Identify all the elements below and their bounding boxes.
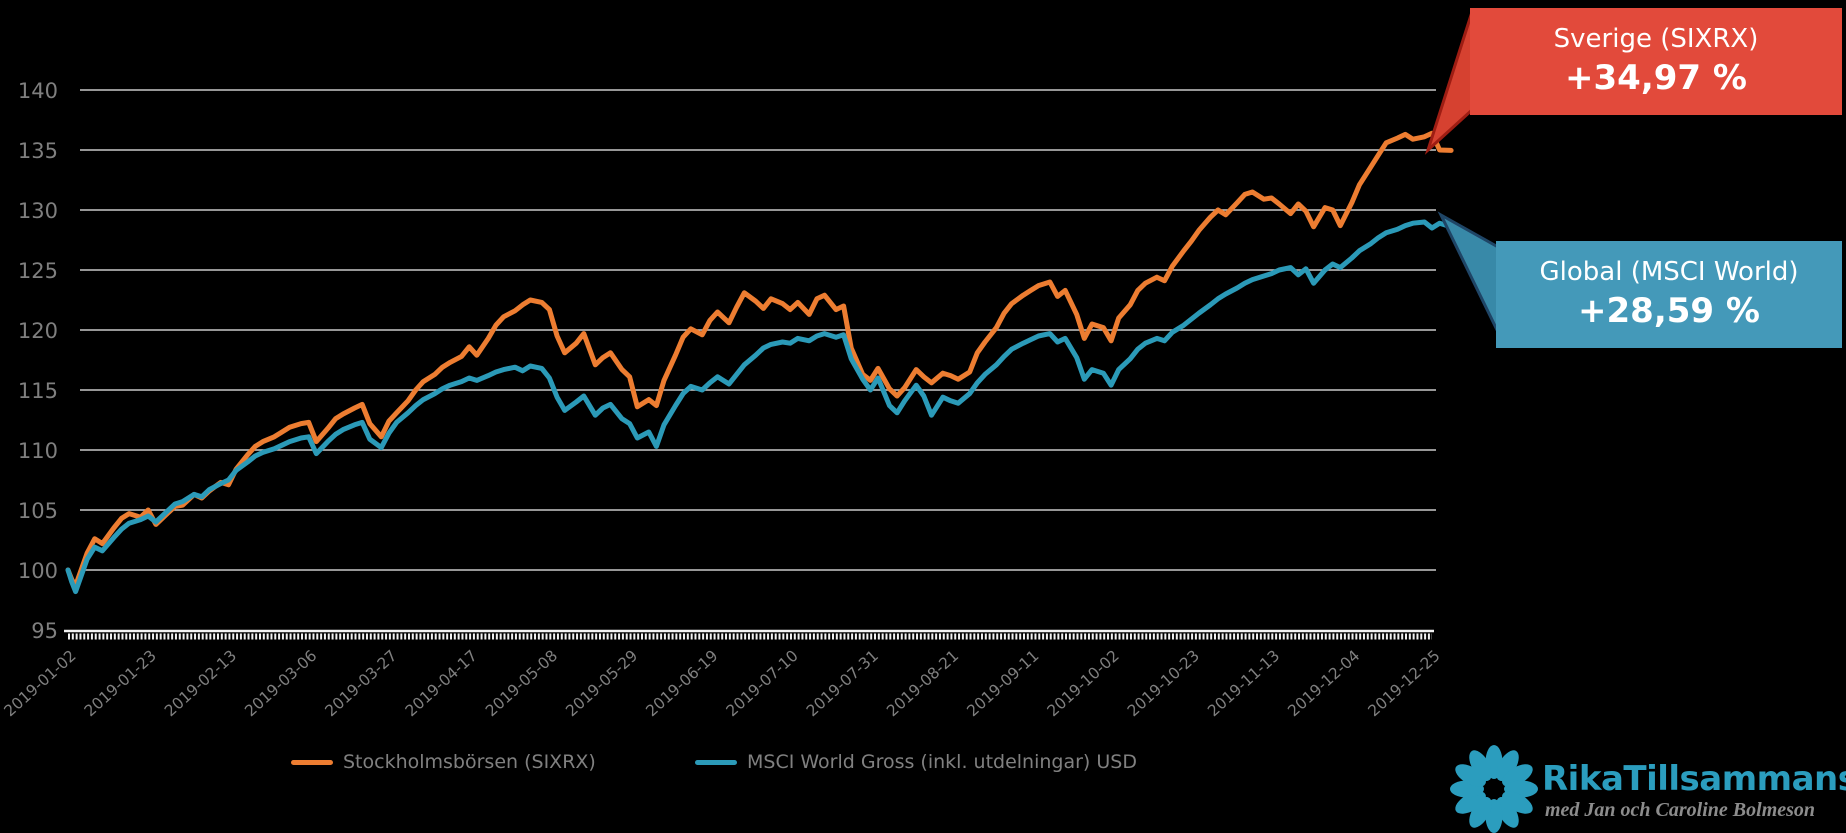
callout-sverige-value: +34,97 %: [1565, 58, 1747, 99]
x-axis-label: 2019-07-10: [723, 647, 802, 721]
x-axis-label: 2019-05-29: [562, 647, 641, 721]
legend-item-sixrx: Stockholmsbörsen (SIXRX): [291, 751, 596, 773]
x-axis: 2019-01-02 2019-01-23 2019-02-13 2019-03-06…: [1, 629, 1444, 721]
flower-petal: [1455, 791, 1486, 814]
x-axis-label: 2019-03-06: [241, 647, 320, 721]
x-axis-label: 2019-03-27: [322, 647, 401, 721]
series-line-sixrx: [65, 130, 1454, 589]
y-axis-label: 125: [18, 259, 58, 283]
series-lines: [65, 130, 1454, 595]
logo-brand-text: RikaTillsammans: [1542, 759, 1846, 799]
x-axis-label: 2019-12-04: [1284, 647, 1363, 721]
y-axis-label: 135: [18, 139, 58, 163]
x-axis-label: 2019-06-19: [643, 647, 722, 721]
y-axis-label: 105: [18, 499, 58, 523]
legend-item-msci: MSCI World Gross (inkl. utdelningar) USD: [695, 751, 1137, 773]
flower-petal: [1455, 764, 1486, 787]
x-axis-label: 2019-07-31: [803, 647, 882, 721]
x-axis-label: 2019-12-25: [1365, 647, 1444, 721]
y-axis-label: 95: [31, 619, 58, 643]
x-axis-label: 2019-05-08: [482, 647, 561, 721]
y-axis-labels: 95 100 105 110 115 120 125 130 135 140: [18, 79, 58, 643]
y-axis-label: 130: [18, 199, 58, 223]
legend-label-msci: MSCI World Gross (inkl. utdelningar) USD: [747, 751, 1137, 773]
x-axis-label: 2019-08-21: [883, 647, 962, 721]
flower-petal: [1496, 750, 1519, 781]
callout-global: Global (MSCI World) +28,59 %: [1496, 241, 1842, 348]
gridlines: [80, 89, 1436, 571]
x-axis-label: 2019-09-11: [964, 647, 1043, 721]
callout-sverige-title: Sverige (SIXRX): [1553, 24, 1759, 55]
x-axis-label: 2019-04-17: [402, 647, 481, 721]
callout-sverige: Sverige (SIXRX) +34,97 %: [1470, 8, 1842, 115]
flower-petal: [1502, 764, 1533, 787]
flower-petal: [1502, 791, 1533, 814]
legend: Stockholmsbörsen (SIXRX) MSCI World Gros…: [0, 751, 1846, 781]
logo-tagline-text: med Jan och Caroline Bolmeson: [1545, 799, 1816, 821]
sixrx-line-swatch: [291, 759, 333, 765]
y-axis-label: 100: [18, 559, 58, 583]
x-axis-label: 2019-01-02: [1, 647, 80, 721]
y-axis-label: 110: [18, 439, 58, 463]
x-axis-label: 2019-01-23: [81, 647, 160, 721]
flower-petal: [1496, 797, 1519, 828]
flower-petal: [1469, 797, 1492, 828]
y-axis-label: 140: [18, 79, 58, 103]
x-axis-label: 2019-11-13: [1204, 647, 1283, 721]
callout-global-title: Global (MSCI World): [1539, 257, 1799, 288]
y-axis-label: 120: [18, 319, 58, 343]
rikatillsammans-logo: RikaTillsammans med Jan och Caroline Bol…: [1448, 745, 1846, 833]
callout-global-pointer: [1437, 211, 1500, 333]
x-axis-label: 2019-02-13: [161, 647, 240, 721]
callout-global-value: +28,59 %: [1578, 291, 1760, 332]
x-axis-label: 2019-10-23: [1124, 647, 1203, 721]
flower-icon: [1450, 745, 1538, 833]
flower-petal: [1469, 750, 1492, 781]
legend-label-sixrx: Stockholmsbörsen (SIXRX): [343, 751, 596, 773]
msci-line-swatch: [695, 759, 737, 765]
callout-sverige-pointer: [1424, 11, 1474, 155]
y-axis-label: 115: [18, 379, 58, 403]
x-axis-label: 2019-10-02: [1044, 647, 1123, 721]
series-line-msci: [65, 219, 1454, 595]
